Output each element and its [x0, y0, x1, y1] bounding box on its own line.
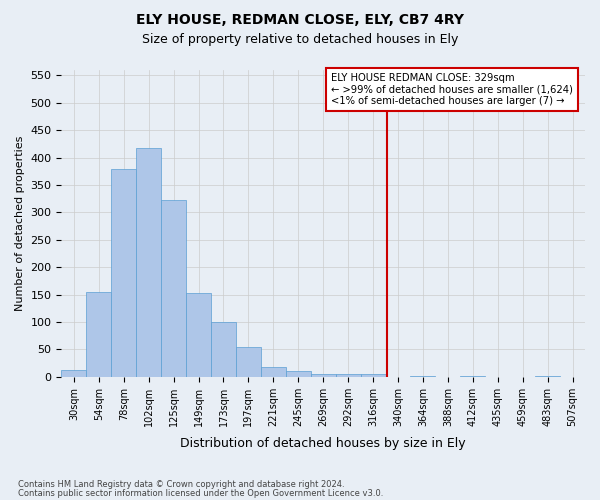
Bar	[535, 376, 560, 377]
Text: Contains HM Land Registry data © Crown copyright and database right 2024.: Contains HM Land Registry data © Crown c…	[18, 480, 344, 489]
Bar	[460, 376, 485, 377]
Bar	[335, 374, 361, 377]
Bar	[86, 292, 111, 377]
Bar	[286, 372, 311, 377]
X-axis label: Distribution of detached houses by size in Ely: Distribution of detached houses by size …	[181, 437, 466, 450]
Bar	[111, 168, 136, 377]
Bar	[410, 376, 436, 377]
Bar	[361, 374, 386, 377]
Bar	[261, 367, 286, 377]
Bar	[61, 370, 86, 377]
Text: Size of property relative to detached houses in Ely: Size of property relative to detached ho…	[142, 32, 458, 46]
Text: Contains public sector information licensed under the Open Government Licence v3: Contains public sector information licen…	[18, 489, 383, 498]
Bar	[161, 200, 186, 377]
Bar	[136, 148, 161, 377]
Y-axis label: Number of detached properties: Number of detached properties	[15, 136, 25, 311]
Bar	[186, 293, 211, 377]
Bar	[211, 322, 236, 377]
Bar	[311, 374, 335, 377]
Bar	[236, 346, 261, 377]
Text: ELY HOUSE, REDMAN CLOSE, ELY, CB7 4RY: ELY HOUSE, REDMAN CLOSE, ELY, CB7 4RY	[136, 12, 464, 26]
Text: ELY HOUSE REDMAN CLOSE: 329sqm
← >99% of detached houses are smaller (1,624)
<1%: ELY HOUSE REDMAN CLOSE: 329sqm ← >99% of…	[331, 73, 573, 106]
